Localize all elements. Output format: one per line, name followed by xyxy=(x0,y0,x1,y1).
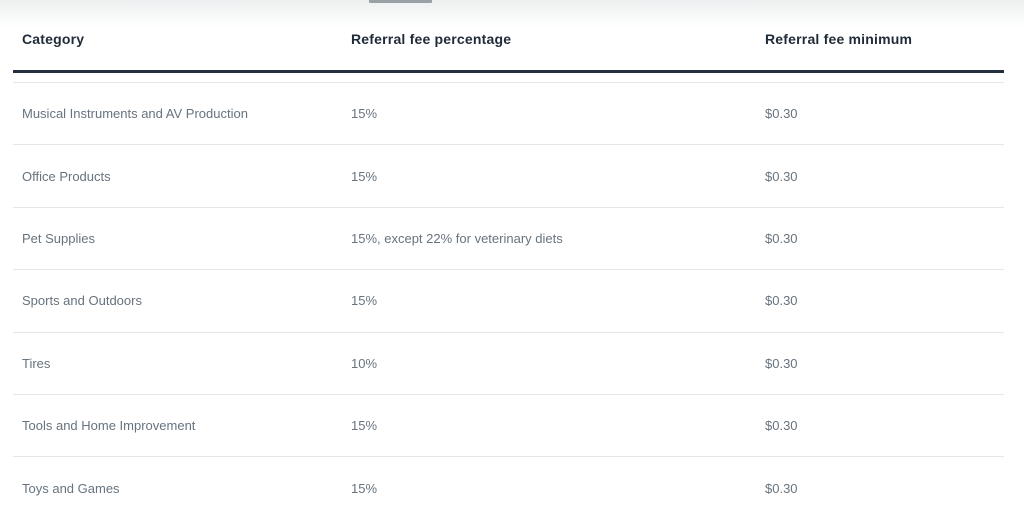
category-cell: Musical Instruments and AV Production xyxy=(22,106,248,122)
minimum-cell: $0.30 xyxy=(765,230,798,246)
percentage-cell: 15%, except 22% for veterinary diets xyxy=(351,230,563,246)
minimum-cell: $0.30 xyxy=(765,355,798,371)
table-row: Sports and Outdoors 15% $0.30 xyxy=(13,269,1004,331)
category-cell: Toys and Games xyxy=(22,480,120,496)
table-row: Musical Instruments and AV Production 15… xyxy=(13,82,1004,144)
category-cell: Sports and Outdoors xyxy=(22,293,142,309)
category-cell: Tools and Home Improvement xyxy=(22,418,196,434)
table-row: Pet Supplies 15%, except 22% for veterin… xyxy=(13,206,1004,269)
column-header-referral-fee-percentage: Referral fee percentage xyxy=(351,30,512,47)
minimum-cell: $0.30 xyxy=(765,418,798,434)
percentage-cell: 15% xyxy=(351,480,378,496)
referral-fee-table: Category Referral fee percentage Referra… xyxy=(13,0,1004,515)
minimum-cell: $0.30 xyxy=(765,106,798,122)
table-row: Toys and Games 15% $0.30 xyxy=(13,456,1004,515)
percentage-cell: 15% xyxy=(351,418,378,434)
percentage-cell: 15% xyxy=(351,293,378,309)
category-cell: Tires xyxy=(22,355,51,371)
category-cell: Pet Supplies xyxy=(22,230,95,246)
percentage-cell: 15% xyxy=(351,106,378,122)
table-row: Tires 10% $0.30 xyxy=(13,331,1004,394)
tab-indicator xyxy=(369,0,432,3)
column-header-category: Category xyxy=(22,30,85,47)
percentage-cell: 10% xyxy=(351,355,378,371)
column-header-referral-fee-minimum: Referral fee minimum xyxy=(765,30,913,47)
minimum-cell: $0.30 xyxy=(765,480,798,496)
minimum-cell: $0.30 xyxy=(765,168,798,184)
table-row: Office Products 15% $0.30 xyxy=(13,144,1004,206)
table-header-row: Category Referral fee percentage Referra… xyxy=(13,0,1004,73)
table-body: Musical Instruments and AV Production 15… xyxy=(13,82,1004,515)
minimum-cell: $0.30 xyxy=(765,293,798,309)
category-cell: Office Products xyxy=(22,168,111,184)
percentage-cell: 15% xyxy=(351,168,378,184)
table-row: Tools and Home Improvement 15% $0.30 xyxy=(13,393,1004,456)
